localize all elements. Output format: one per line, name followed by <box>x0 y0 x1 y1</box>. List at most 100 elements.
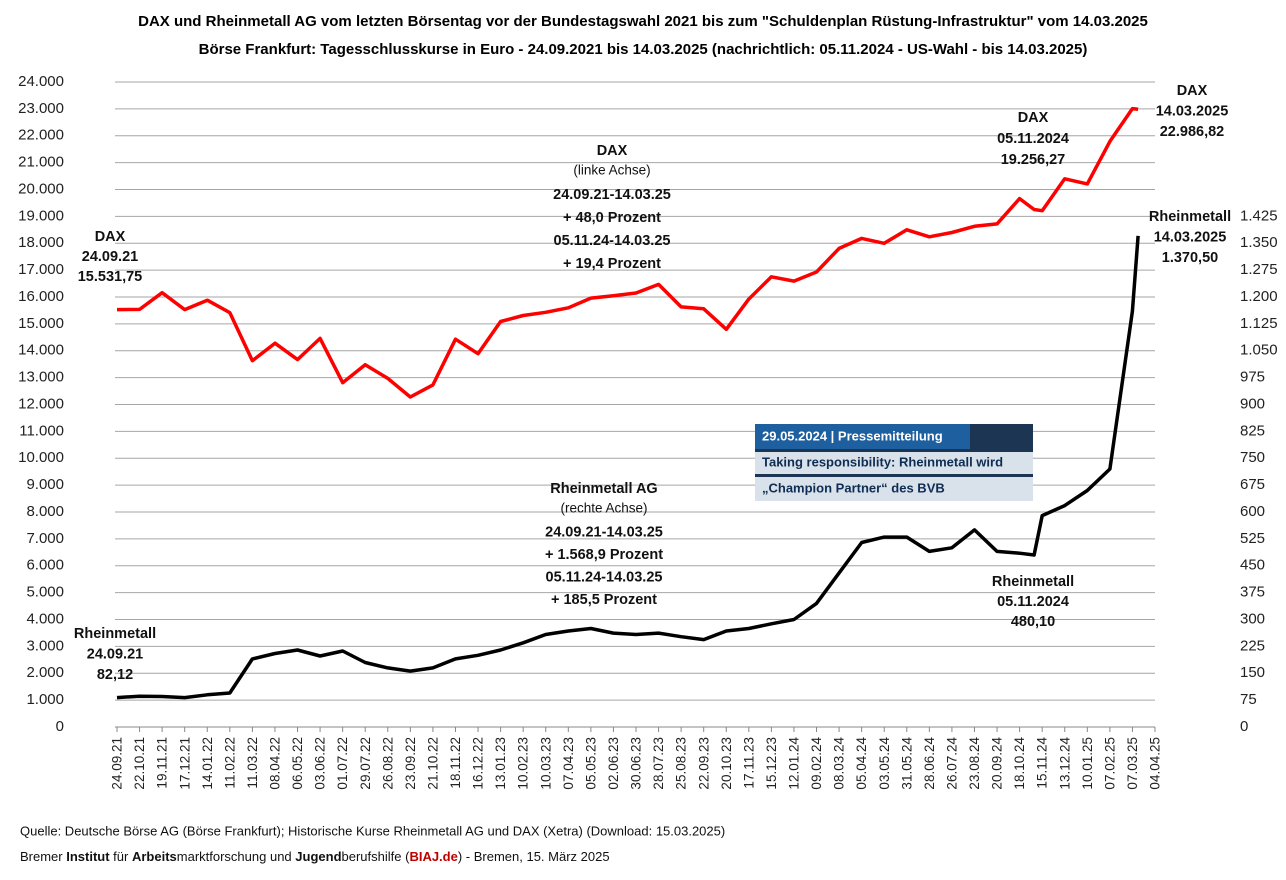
annotation: DAX <box>95 229 126 245</box>
x-tick-label: 17.11.23 <box>741 737 756 789</box>
y2-tick-label: 225 <box>1240 637 1265 654</box>
x-tick-label: 17.12.21 <box>177 737 192 790</box>
x-tick-label: 05.04.24 <box>854 737 869 790</box>
x-tick-label: 13.01.23 <box>493 737 508 790</box>
y-tick-label: 8.000 <box>26 503 64 520</box>
footer-part: Bremer <box>20 849 66 864</box>
annotation: 14.03.2025 <box>1156 103 1229 119</box>
x-tick-label: 28.07.23 <box>651 737 666 790</box>
x-tick-label: 07.04.23 <box>561 737 576 790</box>
x-tick-label: 10.02.23 <box>516 737 531 790</box>
x-tick-label: 12.01.24 <box>787 737 802 790</box>
y2-tick-label: 75 <box>1240 691 1257 708</box>
annotation: DAX <box>1018 110 1049 126</box>
y-tick-label: 2.000 <box>26 664 64 681</box>
x-tick-label: 24.09.21 <box>110 737 125 790</box>
annotation: Rheinmetall <box>992 574 1074 590</box>
series-line <box>116 106 1139 399</box>
y-tick-label: 6.000 <box>26 557 64 574</box>
x-tick-label: 26.07.24 <box>944 737 959 790</box>
y-tick-label: 12.000 <box>18 395 64 412</box>
annotation: + 19,4 Prozent <box>563 256 661 272</box>
x-tick-label: 31.05.24 <box>899 737 914 790</box>
inset-text: 29.05.2024 | Pressemitteilung <box>762 428 943 443</box>
y-tick-label: 23.000 <box>18 100 64 117</box>
annotation: 05.11.2024 <box>997 594 1069 610</box>
annotation: Rheinmetall <box>1149 209 1231 225</box>
inset-text: Taking responsibility: Rheinmetall wird <box>762 454 1003 469</box>
y2-tick-label: 1.275 <box>1240 261 1278 278</box>
y-tick-label: 3.000 <box>26 637 64 654</box>
x-tick-label: 29.07.22 <box>358 737 373 790</box>
y2-tick-label: 600 <box>1240 503 1265 520</box>
footer-part: Institut <box>66 849 110 864</box>
y-tick-label: 1.000 <box>26 691 64 708</box>
y-tick-label: 10.000 <box>18 449 64 466</box>
annotation: DAX <box>1177 83 1208 99</box>
x-tick-label: 02.06.23 <box>606 737 621 790</box>
x-tick-label: 13.12.24 <box>1057 737 1072 790</box>
annotation: 82,12 <box>97 667 133 683</box>
x-tick-label: 22.09.23 <box>696 737 711 790</box>
y2-tick-label: 300 <box>1240 610 1265 627</box>
footer: Bremer Institut für Arbeitsmarktforschun… <box>20 849 610 864</box>
y-tick-label: 5.000 <box>26 584 64 601</box>
x-tick-label: 15.12.23 <box>764 737 779 790</box>
y2-tick-label: 675 <box>1240 476 1265 493</box>
y2-tick-label: 1.125 <box>1240 315 1278 332</box>
x-tick-label: 11.02.22 <box>222 737 237 789</box>
y-tick-label: 19.000 <box>18 207 64 224</box>
source: Quelle: Deutsche Börse AG (Börse Frankfu… <box>20 823 725 838</box>
y2-tick-label: 1.350 <box>1240 234 1278 251</box>
inset-text: „Champion Partner“ des BVB <box>762 480 945 495</box>
annotation: 24.09.21-14.03.25 <box>553 187 671 203</box>
annotation: 1.370,50 <box>1162 250 1218 266</box>
x-tick-label: 25.08.23 <box>674 737 689 790</box>
y-tick-label: 21.000 <box>18 154 64 171</box>
x-tick-label: 03.06.22 <box>313 737 328 790</box>
annotation: Rheinmetall <box>74 626 156 642</box>
x-tick-label: 11.03.22 <box>245 737 260 789</box>
annotation: (linke Achse) <box>573 163 650 178</box>
y-tick-label: 7.000 <box>26 530 64 547</box>
y2-tick-label: 750 <box>1240 449 1265 466</box>
annotation: 24.09.21-14.03.25 <box>545 524 663 540</box>
annotation: 05.11.2024 <box>997 131 1069 147</box>
x-tick-label: 09.02.24 <box>809 737 824 790</box>
annotation: 05.11.24-14.03.25 <box>546 569 663 585</box>
y2-tick-label: 375 <box>1240 584 1265 601</box>
plot <box>116 106 1140 700</box>
annotation: (rechte Achse) <box>560 501 647 516</box>
grid <box>115 81 1156 732</box>
annotation: 05.11.24-14.03.25 <box>554 233 671 249</box>
annotation: 19.256,27 <box>1001 152 1066 168</box>
inset-band <box>755 452 1033 474</box>
y-tick-label: 15.000 <box>18 315 64 332</box>
y-tick-label: 18.000 <box>18 234 64 251</box>
footer-part: BIAJ.de <box>409 849 457 864</box>
footer-part: Arbeits <box>132 849 177 864</box>
annotation: 24.09.21 <box>87 646 143 662</box>
x-tick-label: 10.03.23 <box>538 737 553 790</box>
x-tick-label: 01.07.22 <box>335 737 350 790</box>
annotation: 24.09.21 <box>82 249 138 265</box>
y2-tick-label: 1.050 <box>1240 342 1278 359</box>
x-tick-label: 10.01.25 <box>1080 737 1095 790</box>
footer-part: berufshilfe ( <box>342 849 411 864</box>
annotation: + 1.568,9 Prozent <box>545 547 663 563</box>
x-tick-label: 20.10.23 <box>719 737 734 790</box>
y-tick-label: 17.000 <box>18 261 64 278</box>
y2-tick-label: 975 <box>1240 369 1265 386</box>
inset: 29.05.2024 | Pressemitteilung Taking res… <box>755 424 1033 501</box>
x-tick-label: 07.03.25 <box>1125 737 1140 790</box>
inset-band <box>755 477 1033 501</box>
x-tick-label: 04.04.25 <box>1148 737 1163 790</box>
annotation: 14.03.2025 <box>1154 229 1227 245</box>
x-tick-label: 22.10.21 <box>132 737 147 790</box>
y-tick-label: 4.000 <box>26 610 64 627</box>
chart-subtitle: Börse Frankfurt: Tagesschlusskurse in Eu… <box>199 41 1088 58</box>
y-tick-label: 16.000 <box>18 288 64 305</box>
y-tick-label: 0 <box>56 718 64 735</box>
inset-header <box>755 424 970 449</box>
